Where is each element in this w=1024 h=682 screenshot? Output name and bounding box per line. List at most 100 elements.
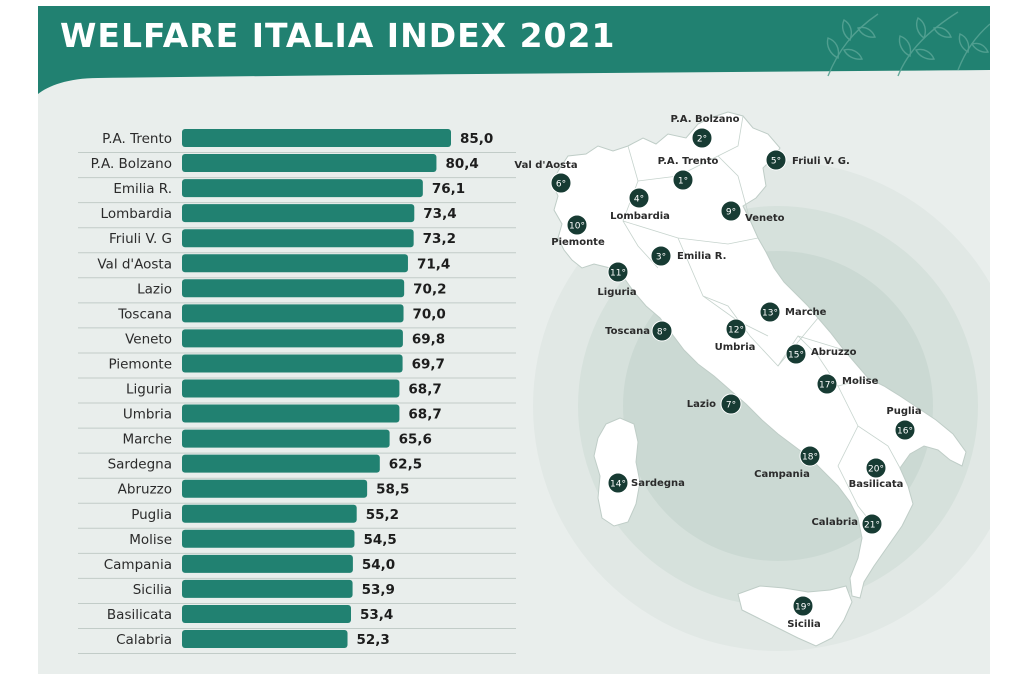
region-label: Umbria — [715, 342, 756, 353]
category-label: Toscana — [117, 306, 172, 322]
header-background — [38, 6, 990, 94]
rank-label: 2° — [697, 135, 707, 145]
rank-label: 3° — [656, 253, 666, 263]
value-label: 58,5 — [376, 482, 409, 498]
value-label: 54,5 — [363, 532, 396, 548]
map-marker: 9° Veneto — [720, 200, 785, 224]
bar — [182, 579, 353, 598]
italy-map: 1° P.A. Trento 2° P.A. Bolzano 3° Emilia R. 4°… — [514, 111, 990, 651]
category-label: Veneto — [125, 331, 172, 347]
infographic-card: WELFARE ITALIA INDEX 2021 P.A. Trento 85,… — [38, 6, 990, 674]
bar — [182, 229, 414, 248]
rank-badge — [550, 172, 572, 194]
bar — [182, 154, 437, 173]
region-label: Abruzzo — [811, 347, 857, 358]
map-marker: 5° Friuli V. G. — [765, 149, 850, 171]
region-label: Liguria — [597, 287, 636, 298]
sardinia — [593, 417, 641, 527]
rank-label: 20° — [868, 465, 884, 475]
rank-badge — [861, 513, 883, 535]
rank-badge — [651, 320, 673, 342]
map-marker: 20° Basilicata — [849, 457, 903, 490]
rank-label: 13° — [762, 309, 778, 319]
rank-label: 11° — [610, 269, 626, 279]
value-label: 62,5 — [389, 457, 422, 473]
rank-label: 6° — [556, 180, 566, 190]
region-label: P.A. Bolzano — [671, 114, 740, 125]
region-label: Molise — [842, 376, 879, 387]
region-label: Campania — [754, 469, 810, 480]
rank-badge — [607, 472, 629, 494]
region-label: Friuli V. G. — [792, 156, 850, 167]
bar — [182, 404, 400, 423]
sicily — [737, 585, 853, 647]
value-label: 73,2 — [423, 231, 456, 247]
region-label: Puglia — [886, 406, 921, 417]
rank-badge — [785, 343, 807, 365]
header-banner — [38, 6, 990, 94]
map-marker: 19° Sicilia — [787, 595, 821, 630]
rank-label: 14° — [610, 480, 626, 490]
map-marker: 8° Toscana — [605, 320, 673, 342]
rank-badge — [765, 149, 787, 171]
rank-badge — [894, 419, 916, 441]
value-label: 55,2 — [366, 507, 399, 523]
rank-badge — [672, 169, 694, 191]
map-marker: 7° Lazio — [687, 393, 742, 415]
rank-badge — [566, 214, 588, 236]
category-label: Abruzzo — [118, 482, 172, 498]
map-marker: 6° Val d'Aosta — [514, 160, 578, 194]
region-label: Toscana — [605, 326, 650, 337]
category-label: Piemonte — [109, 356, 172, 372]
bar — [182, 354, 403, 373]
map-marker: 17° Molise — [816, 373, 879, 395]
region-label: Calabria — [811, 517, 858, 528]
page-title: WELFARE ITALIA INDEX 2021 — [60, 16, 616, 55]
map-marker: 13° Marche — [759, 301, 827, 323]
category-label: Calabria — [116, 632, 172, 648]
rank-label: 8° — [657, 328, 667, 338]
rank-badge — [792, 595, 814, 617]
region-label: Lazio — [687, 399, 716, 410]
rank-badge — [816, 373, 838, 395]
region-label: P.A. Trento — [658, 156, 719, 167]
category-label: P.A. Bolzano — [91, 156, 172, 172]
bar — [182, 254, 408, 273]
rank-badge — [720, 393, 742, 415]
value-label: 70,2 — [413, 281, 446, 297]
value-label: 71,4 — [417, 256, 450, 272]
bar — [182, 429, 390, 448]
rank-label: 19° — [795, 603, 811, 613]
value-label: 52,3 — [357, 632, 390, 648]
rank-label: 16° — [897, 427, 913, 437]
bar — [182, 479, 368, 498]
map-marker: 11° Liguria — [597, 261, 637, 298]
category-label: Lazio — [137, 281, 172, 297]
category-label: Emilia R. — [113, 181, 172, 197]
category-label: Lombardia — [101, 206, 172, 222]
rank-badge — [725, 318, 747, 340]
rank-label: 21° — [864, 521, 880, 531]
category-label: Friuli V. G — [109, 231, 172, 247]
category-label: Sicilia — [133, 582, 172, 598]
map-marker: 21° Calabria — [811, 513, 883, 535]
map-marker: 2° P.A. Bolzano — [671, 114, 740, 149]
rank-label: 18° — [802, 453, 818, 463]
bar — [182, 129, 451, 147]
region-label: Lombardia — [610, 211, 670, 222]
bar — [182, 604, 351, 623]
rank-label: 9° — [726, 208, 736, 218]
value-label: 69,8 — [412, 331, 445, 347]
map-marker: 3° Emilia R. — [650, 245, 726, 267]
region-label: Piemonte — [551, 237, 605, 248]
value-label: 73,4 — [423, 206, 456, 222]
value-label: 80,4 — [445, 156, 478, 172]
map-marker: 12° Umbria — [715, 318, 756, 353]
category-label: Marche — [123, 432, 172, 448]
rank-badge — [799, 445, 821, 467]
bar — [182, 379, 400, 398]
rank-badge — [650, 245, 672, 267]
rank-label: 1° — [678, 177, 688, 187]
value-label: 70,0 — [413, 306, 446, 322]
rank-label: 4° — [634, 195, 644, 205]
